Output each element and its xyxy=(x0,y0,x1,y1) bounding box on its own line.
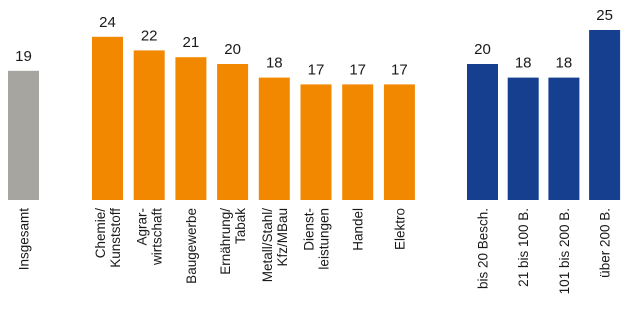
bar-ernaehrung-tabak xyxy=(217,64,249,200)
value-labels-layer: 19 24 22 21 20 18 17 17 17 20 18 18 25 xyxy=(15,7,613,78)
value-label-dienst-leistungen: 17 xyxy=(308,61,325,78)
category-label-chemie-kunststoff: Chemie/Kunststoff xyxy=(93,208,123,268)
bar-bis-20-besch xyxy=(467,64,498,200)
value-label-ueber-200-b: 25 xyxy=(596,7,613,24)
bar-metall-stahl-kfz-mbau xyxy=(258,77,290,200)
bar-elektro xyxy=(383,84,415,200)
bar-101-bis-200-b xyxy=(548,77,580,200)
bar-agrar-wirtschaft xyxy=(133,50,165,201)
value-label-elektro: 17 xyxy=(391,61,408,78)
bar-chemie-kunststoff xyxy=(92,36,123,200)
value-label-21-bis-100-b: 18 xyxy=(515,55,532,72)
category-label-insgesamt: Insgesamt xyxy=(17,208,32,271)
value-label-101-bis-200-b: 18 xyxy=(556,55,573,72)
category-label-bis-20-besch: bis 20 Besch. xyxy=(476,208,491,289)
bars-layer xyxy=(8,30,621,201)
category-labels-layer: Insgesamt Chemie/Kunststoff Agrar-wirtscha… xyxy=(17,208,613,295)
category-label-baugewerbe: Baugewerbe xyxy=(184,208,199,284)
category-label-101-bis-200-b: 101 bis 200 B. xyxy=(557,208,572,294)
value-label-ernaehrung-tabak: 20 xyxy=(224,41,241,58)
category-label-ueber-200-b: über 200 B. xyxy=(598,208,613,278)
category-label-agrar-wirtschaft: Agrar-wirtschaft xyxy=(135,208,165,266)
bar-handel xyxy=(342,84,374,200)
value-label-baugewerbe: 21 xyxy=(183,34,200,51)
value-label-insgesamt: 19 xyxy=(15,48,32,65)
category-label-ernaehrung-tabak: Ernährung/Tabak xyxy=(218,208,248,275)
bar-insgesamt xyxy=(8,70,39,200)
bar-baugewerbe xyxy=(175,57,207,201)
value-label-handel: 17 xyxy=(349,61,366,78)
value-label-chemie-kunststoff: 24 xyxy=(99,14,116,31)
value-label-bis-20-besch: 20 xyxy=(474,41,491,58)
category-label-21-bis-100-b: 21 bis 100 B. xyxy=(516,208,531,287)
category-label-dienst-leistungen: Dienst-leistungen xyxy=(302,208,332,270)
bar-21-bis-100-b xyxy=(507,77,539,200)
category-label-elektro: Elektro xyxy=(392,208,407,250)
bar-ueber-200-b xyxy=(589,30,621,200)
category-label-metall-stahl-kfz-mbau: Metall/Stahl/Kfz/MBau xyxy=(260,208,290,283)
category-label-handel: Handel xyxy=(351,208,366,251)
bar-dienst-leistungen xyxy=(300,84,332,200)
value-label-metall-stahl-kfz-mbau: 18 xyxy=(266,55,283,72)
value-label-agrar-wirtschaft: 22 xyxy=(141,27,158,44)
